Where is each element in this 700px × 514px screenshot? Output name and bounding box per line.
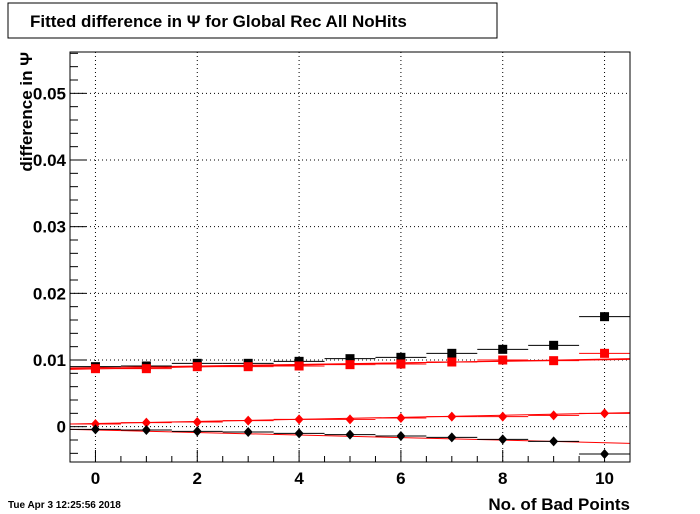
square-marker (294, 361, 304, 371)
diamond-marker (600, 408, 610, 419)
square-marker (345, 354, 355, 364)
diamond-marker (396, 413, 406, 423)
chart-title: Fitted difference in Ψ for Global Rec Al… (30, 12, 407, 31)
y-axis-label: difference in Ψ (17, 52, 36, 172)
y-tick-label: 0.04 (33, 151, 67, 170)
diamond-marker (447, 432, 457, 443)
square-marker (549, 340, 559, 350)
y-tick-label: 0.02 (33, 284, 66, 303)
x-tick-label: 6 (396, 469, 405, 488)
title-box (7, 2, 498, 39)
square-marker (141, 364, 151, 374)
diamond-marker (549, 410, 559, 421)
y-tick-label: 0.05 (33, 84, 66, 103)
x-tick-label: 2 (193, 469, 202, 488)
square-marker (600, 348, 610, 358)
square-marker (396, 352, 406, 362)
x-tick-label: 8 (498, 469, 507, 488)
diamond-marker (498, 434, 508, 445)
tick-labels: 0 2 4 6 8 10 0 0.01 0.02 0.03 0.04 0.05 (33, 84, 614, 488)
diamond-marker (345, 429, 355, 440)
square-marker (396, 359, 406, 369)
diamond-marker (141, 417, 151, 428)
square-marker (192, 362, 202, 372)
diamond-marker (294, 428, 304, 439)
diamond-marker (192, 426, 202, 437)
diamond-marker (192, 417, 202, 427)
timestamp: Tue Apr 3 12:25:56 2018 (8, 500, 121, 511)
diamond-marker (345, 414, 355, 425)
diamond-marker (90, 424, 100, 435)
y-tick-label: 0.01 (33, 351, 66, 370)
diamond-marker (447, 411, 457, 422)
diamond-marker (243, 415, 253, 426)
square-marker (600, 312, 610, 322)
diamond-marker (549, 436, 559, 447)
diamond-marker (498, 411, 508, 422)
diamond-marker (141, 425, 151, 435)
diamond-marker (90, 419, 100, 429)
x-tick-label: 10 (595, 469, 614, 488)
y-tick-label: 0 (57, 418, 66, 437)
y-tick-label: 0.03 (33, 218, 66, 237)
diamond-marker (243, 427, 253, 437)
diamond-marker (396, 431, 406, 441)
square-marker (345, 360, 355, 370)
square-marker (549, 356, 559, 366)
square-marker (90, 364, 100, 374)
square-marker (243, 362, 253, 372)
x-axis-label: No. of Bad Points (488, 495, 630, 514)
axis-ticks (69, 52, 631, 462)
x-tick-label: 4 (294, 469, 304, 488)
square-marker (498, 344, 508, 354)
square-marker (498, 355, 508, 365)
x-tick-label: 0 (91, 469, 100, 488)
diamond-marker (294, 414, 304, 425)
square-marker (447, 348, 457, 358)
square-marker (447, 357, 457, 367)
square-marker (294, 356, 304, 366)
